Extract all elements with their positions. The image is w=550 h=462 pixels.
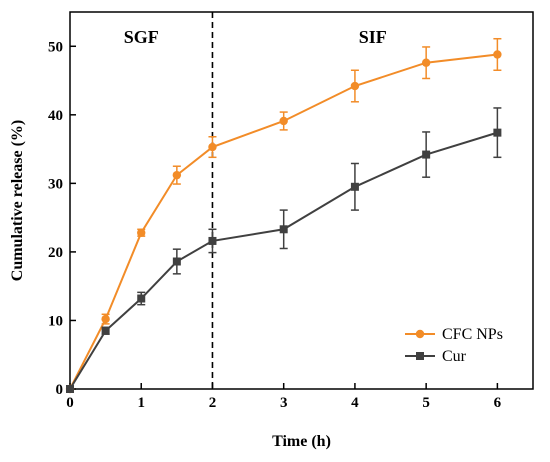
y-tick-label: 20 (48, 245, 63, 261)
x-tick-label: 0 (66, 395, 74, 411)
x-tick-label: 4 (351, 395, 359, 411)
x-tick-label: 3 (280, 395, 288, 411)
axes: 0 1 2 3 4 5 6 0 10 20 30 40 50 Time (h) Cumulative rel… (9, 11, 534, 450)
x-tick-label: 5 (422, 395, 430, 411)
data-point (101, 326, 110, 335)
y-tick-label: 30 (48, 176, 63, 192)
y-tick-label: 40 (48, 108, 63, 124)
legend: CFC NPs Cur (405, 326, 503, 365)
region-label-sgf: SGF (124, 27, 159, 47)
x-tick-label: 6 (494, 395, 502, 411)
data-point (172, 170, 182, 180)
legend-item: CFC NPs (405, 326, 503, 343)
legend-label: CFC NPs (442, 326, 503, 343)
data-point (422, 150, 431, 159)
data-point (66, 385, 74, 393)
data-point (208, 236, 217, 245)
x-tick-label: 1 (137, 395, 145, 411)
plot-frame (69, 11, 534, 390)
series-group (65, 37, 502, 394)
y-axis-title: Cumulative release (%) (9, 120, 26, 281)
data-point (208, 142, 217, 152)
data-point (279, 225, 288, 234)
data-point (350, 81, 360, 91)
data-point (172, 257, 181, 266)
data-point (137, 294, 146, 303)
data-point (421, 58, 431, 67)
legend-label: Cur (442, 348, 467, 365)
legend-item: Cur (405, 348, 467, 365)
y-tick-label: 0 (56, 382, 64, 398)
y-tick-label: 10 (48, 313, 63, 329)
data-point (493, 50, 502, 59)
x-axis-title: Time (h) (272, 433, 331, 450)
series-cur (66, 107, 502, 393)
data-point (279, 116, 288, 126)
x-tick-label: 2 (209, 395, 217, 411)
data-point (493, 128, 502, 137)
data-point (350, 182, 359, 191)
series-line (69, 131, 498, 390)
series-cfc-nps (65, 37, 502, 394)
data-point (137, 228, 146, 237)
legend-marker (416, 352, 424, 360)
legend-marker (415, 329, 425, 339)
region-label-sif: SIF (359, 27, 387, 47)
y-tick-label: 50 (48, 39, 63, 55)
region-labels: SGF SIF (124, 27, 387, 47)
data-point (101, 314, 110, 324)
